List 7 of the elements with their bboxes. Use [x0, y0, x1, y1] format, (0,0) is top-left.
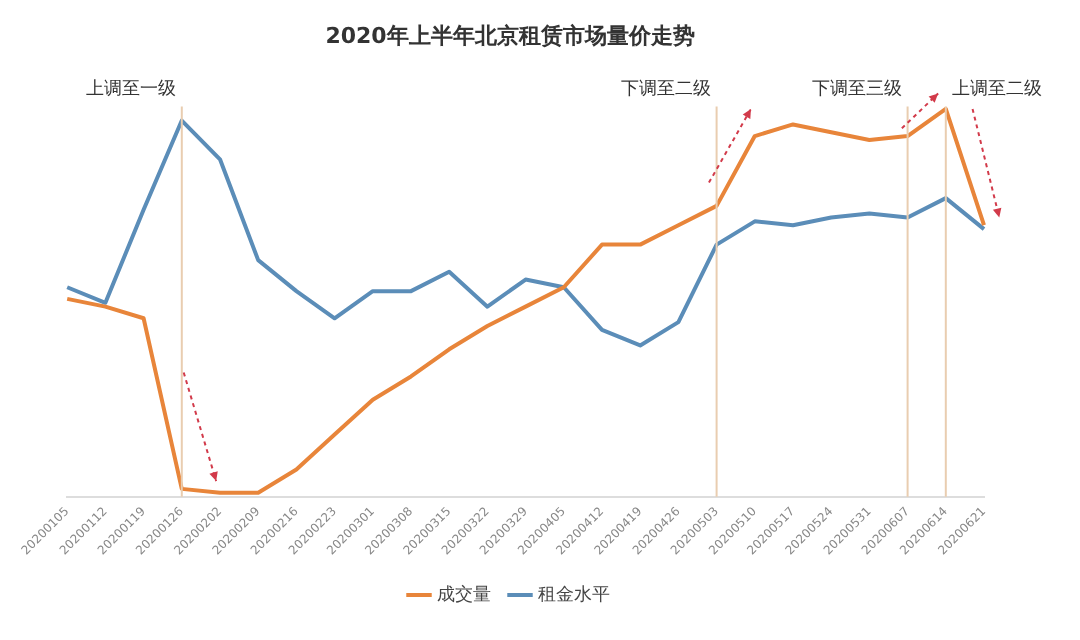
legend-label: 租金水平 [538, 583, 610, 606]
ref-line-label: 上调至二级 [951, 78, 1042, 101]
ref-line-label: 下调至三级 [811, 78, 902, 101]
ref-line-label: 上调至一级 [85, 78, 176, 101]
chart-title: 2020年上半年北京租赁市场量价走势 [325, 22, 695, 49]
legend-label: 成交量 [437, 583, 491, 606]
ref-line-label: 下调至二级 [620, 78, 711, 101]
